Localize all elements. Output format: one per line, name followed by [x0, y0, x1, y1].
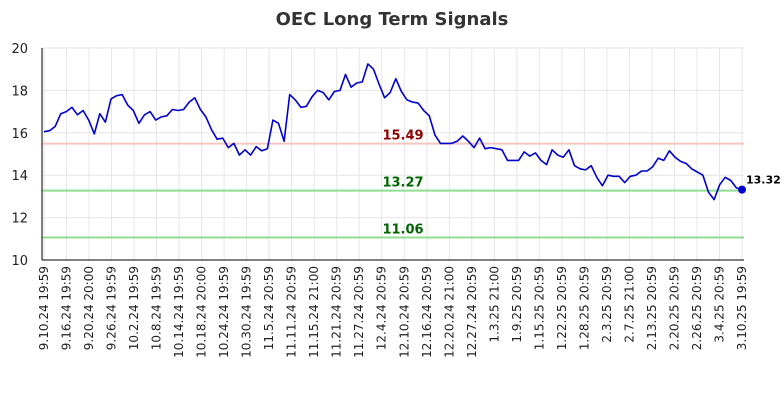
price-line: [43, 63, 743, 201]
x-tick-label: 3.10.25 19:59: [735, 266, 749, 350]
x-tick-label: 1.3.25 21:00: [487, 266, 501, 343]
last-point-marker: [738, 185, 746, 194]
x-tick-label: 10.8.24 19:59: [150, 266, 164, 350]
x-tick-label: 12.27.24 20:59: [465, 266, 479, 358]
x-tick-label: 10.2.24 19:59: [127, 266, 141, 350]
chart-title: OEC Long Term Signals: [276, 9, 509, 30]
x-tick-label: 9.26.24 19:59: [105, 266, 119, 350]
x-tick-label: 1.15.25 20:59: [532, 266, 546, 350]
x-tick-label: 10.24.24 19:59: [217, 266, 231, 358]
x-tick-label: 9.10.24 19:59: [37, 266, 51, 350]
x-tick-label: 11.27.24 20:59: [352, 266, 366, 358]
y-tick-label: 16: [11, 127, 28, 142]
y-tick-label: 10: [11, 254, 28, 269]
y-axis: 10 12 14 16 18 20: [11, 42, 28, 269]
signal-levels: 15.49 13.27 11.06: [42, 129, 744, 239]
x-tick-label: 2.20.25 20:59: [667, 266, 681, 350]
x-tick-label: 11.5.24 20:59: [262, 266, 276, 350]
x-tick-label: 12.4.24 20:59: [375, 266, 389, 350]
x-tick-label: 2.3.25 20:59: [600, 266, 614, 343]
y-tick-label: 18: [11, 84, 28, 99]
x-tick-label: 10.14.24 19:59: [172, 266, 186, 358]
x-tick-label: 9.16.24 19:59: [60, 266, 74, 350]
x-tick-label: 1.28.25 20:59: [577, 266, 591, 350]
x-tick-label: 1.9.25 20:59: [510, 266, 524, 343]
x-axis: 9.10.24 19:59 9.16.24 19:59 9.20.24 20:00 9…: [37, 266, 749, 358]
signal-level-label: 11.06: [382, 223, 423, 238]
x-tick-label: 11.11.24 20:59: [285, 266, 299, 358]
x-tick-label: 9.20.24 20:00: [82, 266, 96, 350]
x-tick-label: 2.7.25 21:00: [622, 266, 636, 343]
x-tick-label: 2.13.25 20:59: [645, 266, 659, 350]
x-tick-label: 2.26.25 20:59: [690, 266, 704, 350]
x-tick-label: 3.4.25 20:59: [712, 266, 726, 343]
x-tick-label: 12.10.24 20:59: [397, 266, 411, 358]
axes: [41, 48, 744, 261]
price-series: 13.32: [43, 63, 781, 201]
signal-level-label: 13.27: [382, 176, 423, 191]
x-tick-label: 12.16.24 20:59: [420, 266, 434, 358]
x-tick-label: 10.30.24 19:59: [240, 266, 254, 358]
grid: [42, 47, 744, 261]
x-tick-label: 10.18.24 20:00: [195, 266, 209, 358]
x-tick-label: 1.22.25 20:59: [555, 266, 569, 350]
last-value-label: 13.32: [746, 174, 781, 187]
signal-level-label: 15.49: [382, 129, 423, 144]
x-tick-label: 12.20.24 21:00: [442, 266, 456, 358]
y-tick-label: 20: [11, 42, 28, 57]
x-tick-label: 11.21.24 20:59: [330, 266, 344, 358]
x-tick-label: 11.15.24 21:00: [307, 266, 321, 358]
y-tick-label: 14: [11, 169, 28, 184]
y-tick-label: 12: [11, 212, 28, 227]
